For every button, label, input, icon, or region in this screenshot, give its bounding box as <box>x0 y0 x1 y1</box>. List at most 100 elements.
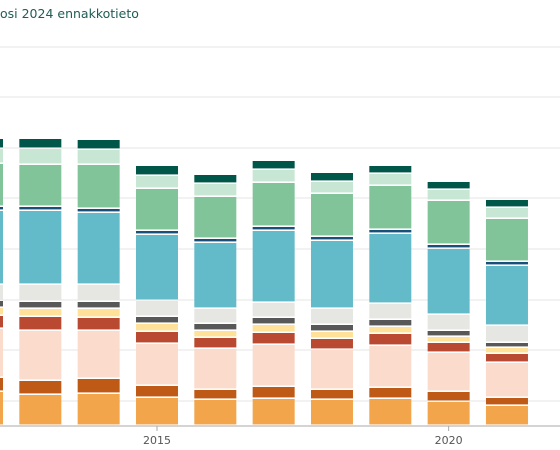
bar-segment <box>0 285 3 300</box>
bar-segment <box>485 262 528 265</box>
bar-segment <box>485 354 528 362</box>
bar-segment <box>77 379 120 393</box>
bar-segment <box>135 317 178 323</box>
bar-segment <box>427 245 470 248</box>
bar-segment <box>310 309 353 324</box>
bar-segment <box>252 170 295 182</box>
bar-2015 <box>135 166 178 425</box>
bar-segment <box>485 200 528 207</box>
bar-2014 <box>77 140 120 425</box>
bar-segment <box>252 227 295 230</box>
bar-segment <box>135 235 178 300</box>
bar-segment <box>427 353 470 391</box>
bar-segment <box>485 326 528 342</box>
bar-segment <box>19 309 62 316</box>
bar-segment <box>310 390 353 399</box>
chart-title: osi 2024 ennakkotieto <box>0 6 139 21</box>
bar-segment <box>77 331 120 378</box>
bar-segment <box>369 234 412 303</box>
bar-segment <box>77 302 120 308</box>
bar-segment <box>77 285 120 301</box>
bar-segment <box>369 174 412 185</box>
bar-segment <box>252 231 295 302</box>
bar-segment <box>310 241 353 308</box>
bar-2016 <box>194 175 237 425</box>
x-tick-label: 2020 <box>435 434 463 447</box>
bar-segment <box>485 343 528 347</box>
bar-segment <box>310 332 353 338</box>
x-tick-label: 2015 <box>143 434 171 447</box>
bar-segment <box>0 301 3 307</box>
bar-segment <box>77 209 120 212</box>
bar-segment <box>310 182 353 193</box>
bar-segment <box>135 386 178 397</box>
bar-segment <box>77 318 120 330</box>
bar-segment <box>194 349 237 389</box>
bar-segment <box>427 315 470 330</box>
bar-segment <box>369 320 412 326</box>
bar-segment <box>0 207 3 210</box>
bar-segment <box>194 184 237 196</box>
bar-segment <box>77 150 120 164</box>
bar-segment <box>427 249 470 314</box>
bar-segment <box>194 309 237 323</box>
bar-segment <box>77 309 120 317</box>
bar-segment <box>427 343 470 352</box>
bar-segment <box>19 165 62 206</box>
bar-segment <box>0 392 3 425</box>
bar-segment <box>310 400 353 425</box>
bar-segment <box>135 176 178 188</box>
bar-segment <box>19 395 62 425</box>
bar-segment <box>369 304 412 319</box>
bar-segment <box>194 390 237 399</box>
bar-segment <box>194 197 237 238</box>
bar-2012 <box>0 139 3 425</box>
bar-2017 <box>252 161 295 425</box>
bar-segment <box>252 161 295 169</box>
bar-segment <box>427 201 470 244</box>
bar-segment <box>485 219 528 261</box>
bar-segment <box>194 324 237 330</box>
bar-segment <box>427 402 470 425</box>
bar-segment <box>427 337 470 342</box>
bar-segment <box>19 285 62 301</box>
bar-segment <box>369 166 412 173</box>
bar-segment <box>77 213 120 284</box>
bar-segment <box>310 237 353 240</box>
bar-2020 <box>427 182 470 425</box>
bar-segment <box>77 394 120 425</box>
bar-segment <box>485 208 528 218</box>
bar-segment <box>369 388 412 398</box>
bar-segment <box>77 165 120 208</box>
bar-segment <box>369 186 412 229</box>
bar-segment <box>135 166 178 175</box>
bar-segment <box>252 303 295 317</box>
bar-segment <box>252 325 295 332</box>
bar-segment <box>369 230 412 233</box>
bar-segment <box>369 334 412 345</box>
bar-segment <box>0 378 3 391</box>
bar-segment <box>427 392 470 401</box>
bar-segment <box>0 316 3 328</box>
bar-segment <box>0 329 3 377</box>
bar-segment <box>135 344 178 385</box>
bar-segment <box>310 173 353 181</box>
bar-2019 <box>369 166 412 425</box>
bar-segment <box>485 406 528 425</box>
bar-segment <box>19 302 62 308</box>
bar-segment <box>485 348 528 353</box>
bar-segment <box>252 183 295 226</box>
bar-segment <box>252 333 295 344</box>
bar-segment <box>0 139 3 148</box>
bar-segment <box>485 266 528 325</box>
bar-segment <box>310 325 353 331</box>
bar-2018 <box>310 173 353 425</box>
bar-segment <box>485 363 528 397</box>
bar-segment <box>0 308 3 315</box>
bar-segment <box>369 346 412 387</box>
bars <box>0 139 528 425</box>
bar-segment <box>194 243 237 308</box>
bar-segment <box>19 139 62 148</box>
bar-segment <box>427 182 470 189</box>
bar-segment <box>369 327 412 333</box>
